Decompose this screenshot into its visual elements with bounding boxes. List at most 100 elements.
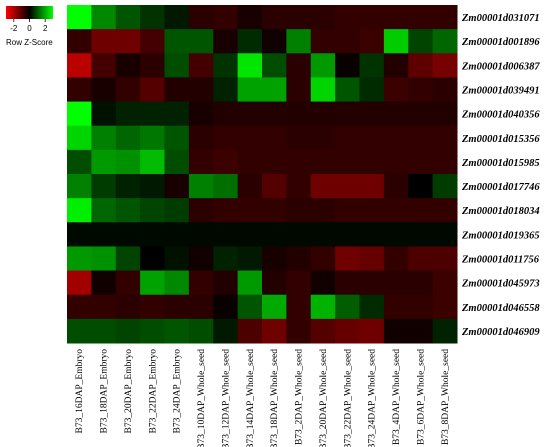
heatmap-cell [335,294,361,320]
heatmap-cell [67,222,92,247]
heatmap-cell [359,125,385,151]
heatmap-cell [115,149,141,175]
heatmap-cell [262,149,287,175]
heatmap-cell [188,125,214,151]
heatmap-cell [213,198,239,223]
heatmap-cell [115,5,141,30]
heatmap-cell [335,5,361,30]
heatmap-cell [237,149,263,175]
heatmap-cell [213,101,239,127]
heatmap-cell [383,174,409,199]
heatmap-cell [262,53,287,78]
heatmap-cell [335,77,361,103]
heatmap-cell [286,29,312,54]
heatmap-cell [286,318,312,344]
heatmap-cell [164,149,190,175]
row-label: Zm00001d039491 [461,86,540,97]
heatmap-cell [164,270,190,296]
column-label: B73_16DAP_Embryo [75,349,85,434]
heatmap-cell [383,125,409,151]
column-label: B73_4DAP_Whole_seed [392,349,402,445]
heatmap-cell [359,77,385,103]
heatmap-cell [432,53,458,78]
heatmap-cell [115,294,141,320]
heatmap-cell [408,270,434,296]
color-key-tick-label: -2 [10,24,18,33]
heatmap-cell [432,125,458,151]
heatmap-cell [359,198,385,223]
heatmap-cell [237,270,263,296]
column-label: B73_24DAP_Embryo [173,349,183,434]
heatmap-cell [286,270,312,296]
heatmap-cell [213,5,239,30]
heatmap-cell [67,294,92,320]
heatmap-cell [237,77,263,103]
heatmap-cell [262,222,287,247]
heatmap-cell [408,149,434,175]
heatmap-cell [286,222,312,247]
heatmap-cell [91,246,117,272]
heatmap-cell [237,125,263,151]
heatmap-cell [164,174,190,199]
column-label: B73_18DAP_Embryo [100,349,110,434]
row-label: Zm00001d046558 [461,303,540,314]
heatmap-cell [213,294,239,320]
heatmap-cell [188,246,214,272]
heatmap-cell [188,222,214,247]
heatmap-cell [359,270,385,296]
heatmap-cell [383,198,409,223]
heatmap-cell [286,174,312,199]
row-label: Zm00001d045973 [461,279,540,290]
heatmap-cell [91,174,117,199]
heatmap-cell [262,174,287,199]
heatmap-cell [140,101,166,127]
color-key-ticks: -2 0 2 [10,19,48,33]
heatmap-cell [359,318,385,344]
row-label: Zm00001d040356 [461,110,540,121]
heatmap-cell [213,77,239,103]
heatmap-cell [262,5,287,30]
column-label: B73_10DAP_Whole_seed [197,349,207,447]
heatmap-cell [67,318,92,344]
row-label: Zm00001d011756 [461,255,540,266]
color-key-title: Row Z-Score [6,38,53,47]
heatmap-cell [286,246,312,272]
heatmap-cell [164,5,190,30]
heatmap-cell [383,246,409,272]
heatmap-cell [140,222,166,247]
heatmap-cell [67,29,92,54]
color-key-tick-label: 0 [27,24,32,33]
heatmap-cell [140,294,166,320]
heatmap-cell [359,5,385,30]
heatmap-cell [140,270,166,296]
heatmap-cell [237,53,263,78]
column-label: B73_12DAP_Whole_seed [221,349,231,447]
row-label: Zm00001d046909 [461,327,540,338]
heatmap-cell [432,149,458,175]
heatmap-cells [67,5,458,344]
heatmap-cell [383,270,409,296]
heatmap-cell [67,77,92,103]
heatmap-cell [213,174,239,199]
heatmap-cell [286,294,312,320]
column-label: B73_2DAP_Whole_seed [295,349,305,445]
heatmap-cell [310,270,336,296]
heatmap-cell [67,53,92,78]
heatmap-cell [213,318,239,344]
heatmap-cell [286,149,312,175]
column-label: B73_14DAP_Whole_seed [246,349,256,447]
heatmap-cell [310,125,336,151]
column-label: B73_8DAP_Whole_seed [441,349,451,445]
heatmap-cell [432,246,458,272]
row-label: Zm00001d006387 [461,61,540,72]
heatmap-cell [310,29,336,54]
heatmap-cell [286,5,312,30]
heatmap-cell [188,53,214,78]
heatmap-cell [237,29,263,54]
column-label: B73_18DAP_Whole_seed [270,349,280,447]
heatmap-cell [383,222,409,247]
heatmap-cell [213,246,239,272]
heatmap-cell [408,53,434,78]
